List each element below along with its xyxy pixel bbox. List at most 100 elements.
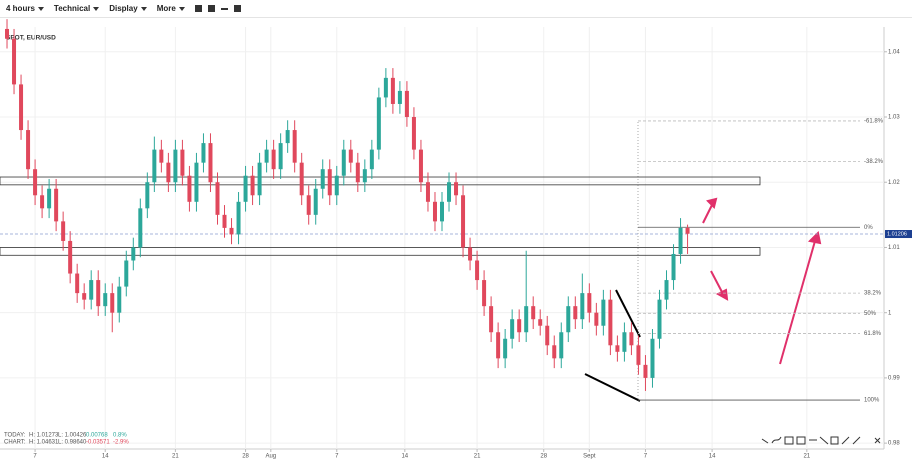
candle-body xyxy=(482,280,487,307)
candle-body xyxy=(19,84,24,131)
fib-label: 38.2% xyxy=(864,291,882,297)
candle-body xyxy=(678,227,683,254)
candle-body xyxy=(320,169,325,189)
candle-body xyxy=(440,201,444,222)
candle-body xyxy=(454,182,459,196)
menu[interactable]: 4 hours xyxy=(6,4,44,13)
candle-body xyxy=(159,149,164,163)
chart-title: SPOT, EUR/USD xyxy=(6,35,56,42)
candle-body xyxy=(369,149,374,170)
trendline xyxy=(584,373,641,402)
save-icon[interactable] xyxy=(207,5,215,12)
candle-body xyxy=(629,332,634,346)
candle-body xyxy=(348,149,353,163)
candle-body xyxy=(573,306,578,320)
info-label: CHART: xyxy=(4,440,26,446)
x-tick-label: 7 xyxy=(33,454,37,460)
candle-body xyxy=(622,332,627,352)
info-low: L: 1.00426 xyxy=(58,433,87,439)
open-icon[interactable] xyxy=(194,5,202,12)
candle-body xyxy=(650,338,655,378)
menu[interactable]: Display xyxy=(109,4,146,13)
candle-body xyxy=(496,332,501,359)
candle-body xyxy=(131,247,136,261)
candle-body xyxy=(110,293,115,313)
candle-body xyxy=(580,293,585,320)
candle-body xyxy=(271,149,276,170)
candle-body xyxy=(54,188,59,222)
candle-body xyxy=(468,247,473,261)
info-high: H: 1.01273 xyxy=(29,433,59,439)
candle-body xyxy=(145,182,150,209)
candle-body xyxy=(306,195,311,215)
candle-body xyxy=(552,345,557,359)
candle-body xyxy=(503,338,508,359)
menu[interactable]: Technical xyxy=(54,4,99,13)
x-tick-label: 7 xyxy=(644,454,648,460)
candle-body xyxy=(636,345,641,365)
candle-body xyxy=(89,280,94,300)
candle-body xyxy=(138,208,143,248)
candle-body xyxy=(447,182,452,202)
candle-body xyxy=(643,364,648,378)
candle-body xyxy=(594,312,599,326)
y-tick-label: 0.99 xyxy=(888,375,900,381)
fib-label: -61.8% xyxy=(864,119,884,125)
candle-body xyxy=(489,306,494,333)
toolbar: 4 hours Technical Display More xyxy=(0,0,912,18)
candle-body xyxy=(26,130,31,170)
x-tick-label: 14 xyxy=(102,454,109,460)
candle-body xyxy=(208,143,213,183)
info-pct: 0.8% xyxy=(113,433,127,439)
candle-body xyxy=(33,169,38,196)
info-label: TODAY: xyxy=(4,433,26,439)
candle-body xyxy=(166,162,171,183)
y-tick-label: 1.01 xyxy=(888,245,900,251)
plus-icon[interactable] xyxy=(233,5,241,12)
candle-body xyxy=(341,149,346,176)
info: TODAY: H: 1.01273 L: 1.00426 0.00768 0.8… xyxy=(4,433,129,446)
fib-label: -38.2% xyxy=(864,159,884,165)
candle-body xyxy=(461,195,466,248)
x-tick-label: 7 xyxy=(335,454,339,460)
candle-body xyxy=(566,306,571,333)
info-low: L: 0.98640 xyxy=(58,440,87,446)
candle-body xyxy=(250,175,255,196)
candle-body xyxy=(475,260,480,281)
candle-body xyxy=(671,253,676,281)
candle-body xyxy=(173,149,178,183)
zone xyxy=(0,176,761,186)
candle-body xyxy=(362,169,367,183)
fib-label: 50% xyxy=(864,311,877,317)
chart: SPOT, EUR/USD TODAY: H: 1.01273 L: 1.004… xyxy=(0,19,912,460)
candle-body xyxy=(68,240,73,274)
candle-body xyxy=(390,77,395,104)
candle-body xyxy=(187,175,192,202)
candle-body xyxy=(243,175,248,202)
fib-label: 0% xyxy=(864,225,873,231)
candle-body xyxy=(425,182,430,202)
y-tick-label: 1 xyxy=(888,310,892,316)
info-change: -0.03571 xyxy=(86,440,110,446)
candle-body xyxy=(615,345,620,352)
y-tick-label: 1.04 xyxy=(888,49,900,55)
x-tick-label: 21 xyxy=(474,454,481,460)
candle-body xyxy=(5,28,10,39)
candle-body xyxy=(608,299,613,346)
x-tick-label: 21 xyxy=(172,454,179,460)
candle-body xyxy=(12,38,17,85)
candle-body xyxy=(257,162,262,196)
info-change: 0.00768 xyxy=(86,433,108,439)
candle-body xyxy=(334,175,339,196)
menu[interactable]: More xyxy=(157,4,185,13)
candle-body xyxy=(531,306,536,320)
info-high: H: 1.04631 xyxy=(29,440,59,446)
candle-body xyxy=(201,143,206,163)
fib-label: 100% xyxy=(864,398,880,404)
y-tick-label: 0.98 xyxy=(888,441,900,447)
minus-icon[interactable] xyxy=(220,7,228,10)
zone xyxy=(0,247,761,256)
drawing-tools[interactable] xyxy=(761,436,881,445)
candle-body xyxy=(75,273,80,294)
candle-body xyxy=(229,227,234,235)
